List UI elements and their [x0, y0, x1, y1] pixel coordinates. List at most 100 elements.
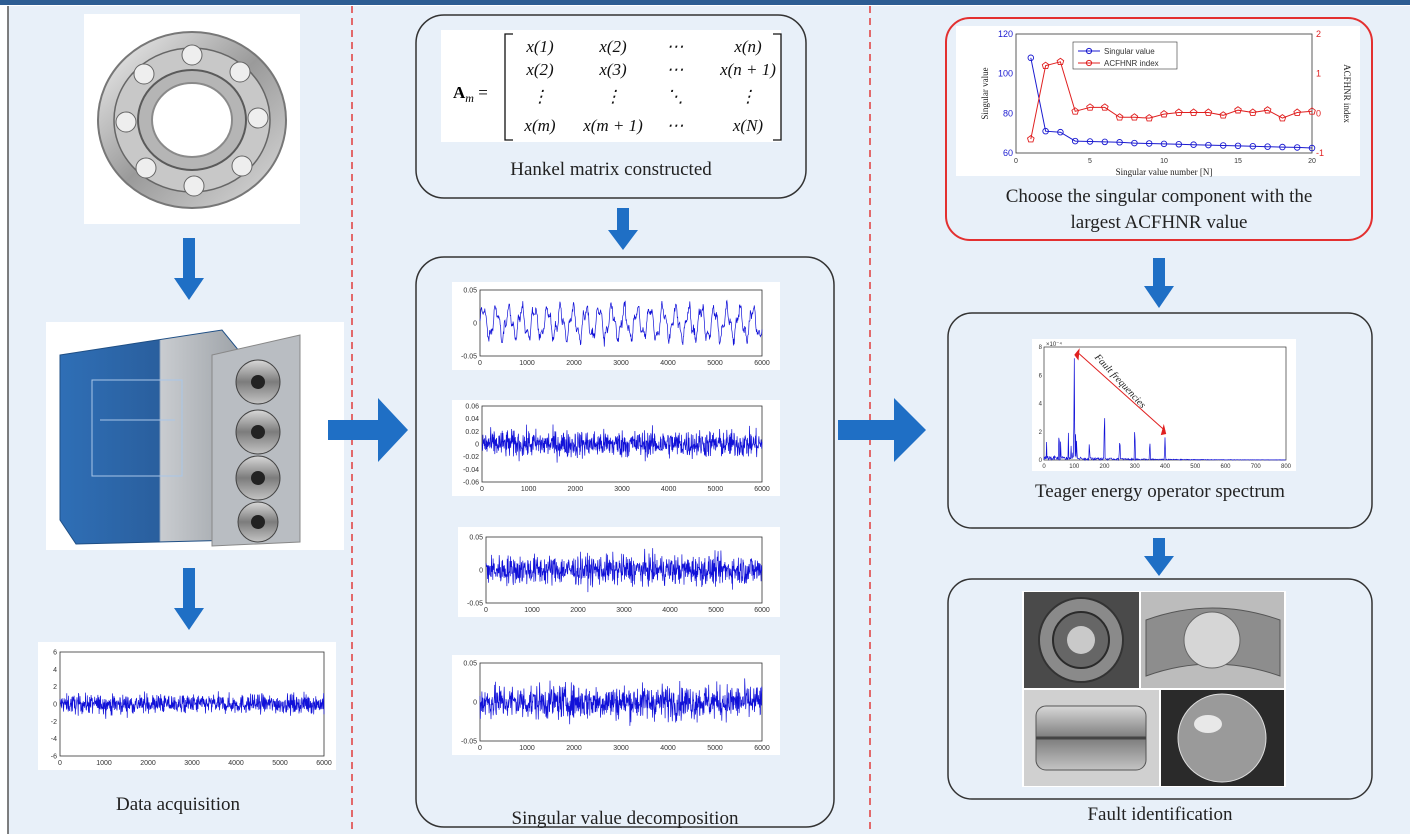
- x-tick-label: 0: [1014, 158, 1018, 165]
- fault-arrowhead-1: [1074, 348, 1080, 361]
- x-tick-label: 0: [478, 360, 482, 367]
- acfhnr-point: [1263, 106, 1272, 114]
- y-tick-label: 0.02: [465, 429, 479, 436]
- y-tick-label: 0.04: [465, 416, 479, 423]
- acfhnr-point: [1219, 111, 1228, 119]
- matrix-cell: ⋯: [667, 37, 684, 56]
- legend-marker-singular: [1085, 47, 1093, 55]
- x-tick-label: 0: [1042, 464, 1046, 470]
- x-tick-label: 4000: [660, 360, 676, 367]
- x-tick-label: 1000: [524, 607, 540, 614]
- spectrum-line: [1043, 358, 1286, 462]
- x-tick-label: 3000: [613, 745, 629, 752]
- x-tick-label: 800: [1281, 464, 1292, 470]
- x-tick-label: 2000: [566, 360, 582, 367]
- y2-axis-label: ACFHNR index: [1342, 64, 1352, 123]
- x-tick-label: 3000: [616, 607, 632, 614]
- singular-value-point: [1308, 144, 1316, 152]
- fault-annotation-line: [1077, 352, 1166, 431]
- fault-arrowhead-2: [1160, 423, 1167, 436]
- fault-label: Fault identification: [1087, 804, 1233, 825]
- acfhnr-point: [1189, 108, 1198, 116]
- acfhnr-point: [1071, 107, 1080, 115]
- x-tick-label: 100: [1069, 464, 1080, 470]
- x-tick-label: 2000: [566, 745, 582, 752]
- y2-tick-label: 0: [1316, 108, 1321, 118]
- singular-value-point: [1027, 54, 1035, 62]
- x-tick-label: 0: [58, 760, 62, 767]
- fault-photo-outer-race: [1024, 592, 1139, 688]
- matrix-cell: x(2): [525, 60, 554, 79]
- acfhnr-point: [1174, 108, 1183, 116]
- matrix-cell: ⋮: [605, 87, 622, 106]
- y-tick-label: 0: [1039, 458, 1043, 464]
- y-tick-label: -0.02: [463, 454, 479, 461]
- x-tick-label: 2000: [568, 486, 584, 493]
- y-tick-label: -0.05: [461, 354, 477, 361]
- teo-spectrum-chart: 0 100 200 300 400 500 600 700 80086420×10⁻⁴Fault…: [1032, 339, 1296, 471]
- choose-label-line2: largest ACFHNR value: [1071, 212, 1248, 233]
- x-tick-label: 6000: [754, 486, 770, 493]
- y-tick-label: 4: [1039, 402, 1043, 408]
- teo-label: Teager energy operator spectrum: [1035, 481, 1285, 502]
- x-tick-label: 600: [1220, 464, 1231, 470]
- x-tick-label: 2000: [140, 760, 156, 767]
- plot-frame: [1015, 33, 1313, 154]
- y-tick-label: 60: [1003, 148, 1013, 158]
- matrix-cell: ⋯: [667, 60, 684, 79]
- matrix-bracket-left: [504, 33, 513, 141]
- y-tick-label: -0.06: [463, 480, 479, 487]
- acfhnr-point: [1160, 110, 1168, 118]
- x-tick-label: 1000: [519, 360, 535, 367]
- y-tick-label: 0.05: [469, 535, 483, 542]
- x-tick-label: 5000: [707, 745, 723, 752]
- y-tick-label: 80: [1003, 108, 1013, 118]
- singular-value-point: [1116, 139, 1123, 146]
- fault-photo-ball: [1161, 690, 1284, 786]
- fault-box: [947, 578, 1373, 800]
- x-tick-label: 500: [1190, 464, 1201, 470]
- arrow-down-4: [1144, 258, 1174, 308]
- x-tick-label: 6000: [754, 745, 770, 752]
- teo-box: [947, 312, 1373, 529]
- x-tick-label: 1000: [521, 486, 537, 493]
- top-border-bar: [0, 0, 1410, 5]
- acfhnr-point: [1234, 106, 1242, 114]
- y2-tick-label: 2: [1316, 29, 1321, 39]
- signal-line: [479, 299, 763, 347]
- arrow-down-3: [608, 208, 638, 250]
- acfhnr-point: [1248, 108, 1257, 116]
- data-acquisition-label: Data acquisition: [116, 794, 240, 815]
- singular-value-point: [1160, 140, 1168, 148]
- y-tick-label: 0: [475, 442, 479, 449]
- x-tick-label: 6000: [754, 360, 770, 367]
- x-tick-label: 1000: [96, 760, 112, 767]
- x-tick-label: 0: [484, 607, 488, 614]
- singular-value-point: [1205, 141, 1212, 149]
- x-tick-label: 6000: [316, 760, 332, 767]
- fault-photo-inner-ring: [1024, 690, 1159, 786]
- acfhnr-box: [945, 17, 1373, 241]
- y-tick-label: 0: [479, 568, 483, 575]
- arrow-down-5: [1144, 538, 1174, 576]
- singular-value-point: [1175, 141, 1183, 148]
- arrow-down-2: [174, 568, 204, 630]
- y-tick-label: 6: [53, 650, 57, 657]
- legend-label-singular: Singular value: [1104, 47, 1155, 56]
- acfhnr-point: [1056, 57, 1065, 66]
- matrix-lhs: Am =: [453, 83, 488, 105]
- choose-label-line1: Choose the singular component with the: [1006, 186, 1313, 207]
- y-tick-label: -6: [51, 754, 57, 761]
- acfhnr-point: [1308, 107, 1316, 115]
- x-tick-label: 4000: [662, 607, 678, 614]
- signal-line: [479, 678, 763, 726]
- x-tick-label: 5000: [708, 486, 724, 493]
- hankel-box: Am = x(1) x(2) ⋯ x(n) x(2) x(3) ⋯ x(n + 1) ⋮ ⋮ ⋱ ⋮ x…: [415, 14, 807, 199]
- x-tick-label: 1000: [519, 745, 535, 752]
- y-tick-label: 0: [473, 700, 477, 707]
- x-axis-label: Singular value number [N]: [1116, 167, 1213, 177]
- x-tick-label: 2000: [570, 607, 586, 614]
